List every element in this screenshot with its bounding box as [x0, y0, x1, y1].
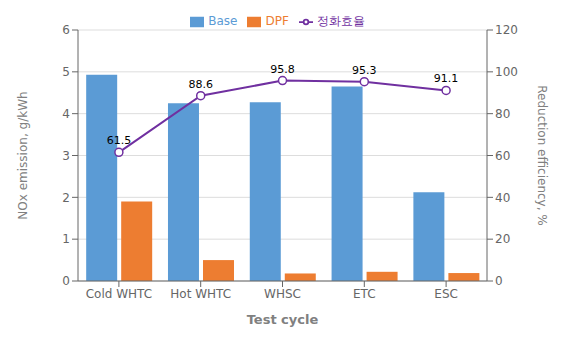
- svg-text:1: 1: [62, 232, 70, 246]
- svg-text:120: 120: [495, 23, 518, 37]
- svg-text:95.3: 95.3: [352, 64, 377, 77]
- svg-text:Reduction efficiency, %: Reduction efficiency, %: [535, 85, 549, 225]
- svg-text:ETC: ETC: [353, 287, 376, 301]
- svg-text:WHSC: WHSC: [264, 287, 301, 301]
- svg-text:40: 40: [495, 191, 510, 205]
- svg-text:91.1: 91.1: [434, 72, 459, 85]
- svg-text:88.6: 88.6: [188, 78, 213, 91]
- svg-text:Hot WHTC: Hot WHTC: [170, 287, 231, 301]
- svg-text:6: 6: [62, 23, 70, 37]
- svg-text:Cold WHTC: Cold WHTC: [86, 287, 152, 301]
- svg-text:95.8: 95.8: [270, 63, 295, 76]
- svg-text:5: 5: [62, 65, 70, 79]
- svg-text:20: 20: [495, 232, 510, 246]
- svg-text:61.5: 61.5: [107, 134, 132, 147]
- html-text:DPF: DPF: [265, 14, 289, 28]
- svg-text:NOx emission, g/kWh: NOx emission, g/kWh: [16, 91, 30, 219]
- svg-text:60: 60: [495, 149, 510, 163]
- svg-text:3: 3: [62, 149, 70, 163]
- svg-text:4: 4: [62, 107, 70, 121]
- svg-text:0: 0: [495, 274, 503, 288]
- svg-text:ESC: ESC: [434, 287, 458, 301]
- svg-text:Test cycle: Test cycle: [247, 312, 319, 327]
- html-text:Base: Base: [208, 14, 238, 28]
- svg-text:2: 2: [62, 191, 70, 205]
- html-text:정화효율: 정화효율: [316, 14, 365, 28]
- svg-text:80: 80: [495, 107, 510, 121]
- svg-text:100: 100: [495, 65, 518, 79]
- svg-text:0: 0: [62, 274, 70, 288]
